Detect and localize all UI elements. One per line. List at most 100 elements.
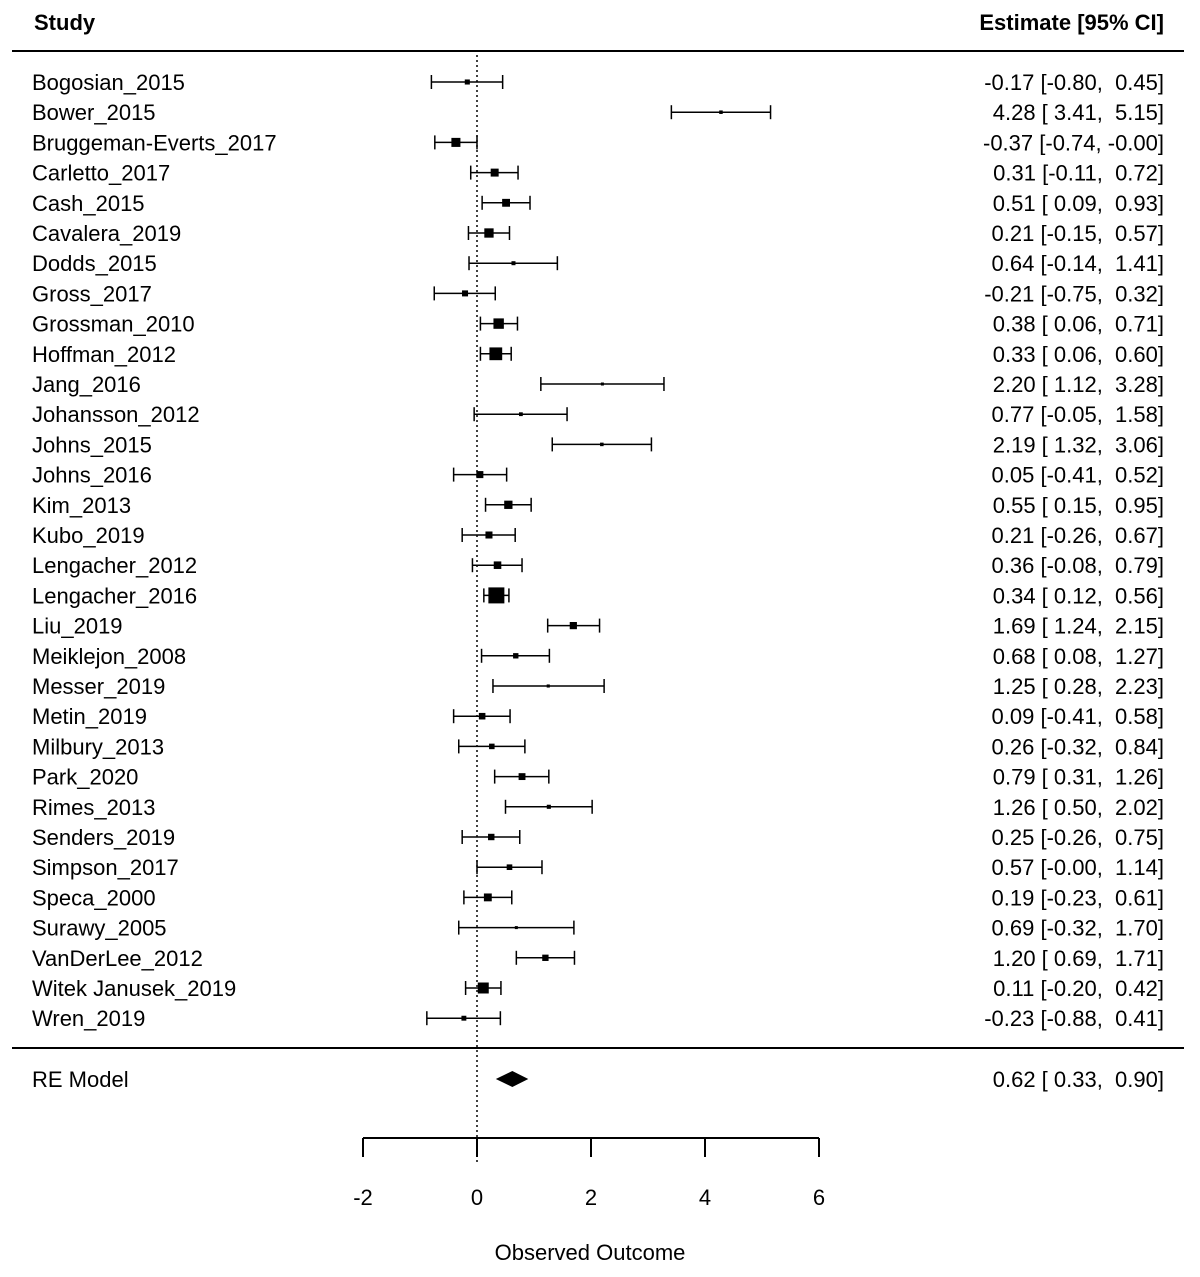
estimate-text: 1.69 [ 1.24, 2.15] xyxy=(993,614,1164,639)
estimate-text: 0.64 [-0.14, 1.41] xyxy=(992,251,1164,276)
study-label: Bogosian_2015 xyxy=(32,70,185,95)
study-label: Messer_2019 xyxy=(32,674,165,699)
summary-diamond xyxy=(495,1071,529,1087)
point-estimate xyxy=(483,893,492,902)
study-label: Wren_2019 xyxy=(32,1006,145,1031)
study-label: Bruggeman-Everts_2017 xyxy=(32,130,277,155)
point-estimate xyxy=(546,804,551,809)
study-label: Johns_2016 xyxy=(32,463,152,488)
estimate-text: 0.68 [ 0.08, 1.27] xyxy=(993,644,1164,669)
estimate-text: 0.33 [ 0.06, 0.60] xyxy=(993,342,1164,367)
study-label: Liu_2019 xyxy=(32,614,123,639)
point-estimate xyxy=(502,198,510,207)
point-estimate xyxy=(464,79,470,85)
estimate-text: 2.20 [ 1.12, 3.28] xyxy=(993,372,1164,397)
point-estimate xyxy=(518,773,526,781)
study-label: Johns_2015 xyxy=(32,432,152,457)
point-estimate xyxy=(493,561,502,569)
x-tick-label: 0 xyxy=(471,1185,483,1210)
study-label: Witek Janusek_2019 xyxy=(32,976,236,1001)
summary-label: RE Model xyxy=(32,1067,129,1092)
x-axis-label: Observed Outcome xyxy=(495,1240,686,1265)
study-label: Lengacher_2012 xyxy=(32,553,197,578)
study-label: Jang_2016 xyxy=(32,372,141,397)
point-estimate xyxy=(488,833,495,841)
estimate-text: 0.77 [-0.05, 1.58] xyxy=(992,402,1164,427)
estimate-text: 1.26 [ 0.50, 2.02] xyxy=(993,795,1164,820)
point-estimate xyxy=(600,442,604,447)
point-estimate xyxy=(514,926,518,930)
estimate-text: 0.79 [ 0.31, 1.26] xyxy=(993,765,1164,790)
study-header: Study xyxy=(34,10,96,35)
study-label: Johansson_2012 xyxy=(32,402,200,427)
point-estimate xyxy=(600,382,604,386)
estimate-header: Estimate [95% CI] xyxy=(979,10,1164,35)
point-estimate xyxy=(513,653,519,659)
estimate-text: 0.19 [-0.23, 0.61] xyxy=(992,885,1164,910)
estimate-text: 4.28 [ 3.41, 5.15] xyxy=(993,100,1164,125)
point-estimate xyxy=(461,1015,467,1021)
estimate-text: 0.26 [-0.32, 0.84] xyxy=(992,734,1164,759)
study-label: Dodds_2015 xyxy=(32,251,157,276)
estimate-text: 0.31 [-0.11, 0.72] xyxy=(993,161,1164,186)
point-estimate xyxy=(569,622,577,630)
study-label: VanDerLee_2012 xyxy=(32,946,203,971)
point-estimate xyxy=(546,684,550,688)
point-estimate xyxy=(476,471,484,479)
estimate-text: 0.09 [-0.41, 0.58] xyxy=(992,704,1164,729)
estimate-text: -0.23 [-0.88, 0.41] xyxy=(984,1006,1164,1031)
x-tick-label: 6 xyxy=(813,1185,825,1210)
study-label: Hoffman_2012 xyxy=(32,342,176,367)
point-estimate xyxy=(462,290,469,297)
estimate-text: 0.36 [-0.08, 0.79] xyxy=(992,553,1164,578)
point-estimate xyxy=(451,137,461,147)
summary-estimate-text: 0.62 [ 0.33, 0.90] xyxy=(993,1067,1164,1092)
point-estimate xyxy=(518,412,523,417)
study-label: Cavalera_2019 xyxy=(32,221,181,246)
study-label: Cash_2015 xyxy=(32,191,145,216)
point-estimate xyxy=(485,531,493,539)
x-tick-label: 2 xyxy=(585,1185,597,1210)
estimate-text: 1.20 [ 0.69, 1.71] xyxy=(993,946,1164,971)
estimate-text: 0.55 [ 0.15, 0.95] xyxy=(993,493,1164,518)
point-estimate xyxy=(488,587,505,604)
estimate-text: 0.38 [ 0.06, 0.71] xyxy=(993,312,1164,337)
estimate-text: 0.05 [-0.41, 0.52] xyxy=(992,463,1164,488)
study-label: Park_2020 xyxy=(32,765,138,790)
estimate-text: -0.17 [-0.80, 0.45] xyxy=(984,70,1164,95)
estimate-text: 1.25 [ 0.28, 2.23] xyxy=(993,674,1164,699)
study-label: Metin_2019 xyxy=(32,704,147,729)
study-label: Kubo_2019 xyxy=(32,523,145,548)
estimate-text: 0.21 [-0.26, 0.67] xyxy=(992,523,1164,548)
point-estimate xyxy=(511,261,516,266)
point-estimate xyxy=(542,954,549,961)
estimate-text: -0.37 [-0.74, -0.00] xyxy=(983,130,1164,155)
x-tick-label: 4 xyxy=(699,1185,711,1210)
point-estimate xyxy=(493,318,504,329)
study-label: Simpson_2017 xyxy=(32,855,179,880)
point-estimate xyxy=(478,712,486,720)
point-estimate xyxy=(489,347,503,361)
estimate-text: 0.34 [ 0.12, 0.56] xyxy=(993,583,1164,608)
point-estimate xyxy=(506,864,513,871)
study-label: Meiklejon_2008 xyxy=(32,644,186,669)
estimate-text: 0.69 [-0.32, 1.70] xyxy=(992,916,1164,941)
study-label: Rimes_2013 xyxy=(32,795,156,820)
study-label: Grossman_2010 xyxy=(32,312,195,337)
estimate-text: -0.21 [-0.75, 0.32] xyxy=(984,281,1164,306)
estimate-text: 0.57 [-0.00, 1.14] xyxy=(992,855,1164,880)
estimate-text: 0.11 [-0.20, 0.42] xyxy=(993,976,1164,1001)
study-label: Gross_2017 xyxy=(32,281,152,306)
point-estimate xyxy=(484,228,494,238)
point-estimate xyxy=(719,110,723,114)
study-label: Senders_2019 xyxy=(32,825,175,850)
estimate-text: 0.25 [-0.26, 0.75] xyxy=(992,825,1164,850)
point-estimate xyxy=(504,500,513,509)
estimate-text: 2.19 [ 1.32, 3.06] xyxy=(993,432,1164,457)
x-tick-label: -2 xyxy=(353,1185,373,1210)
point-estimate xyxy=(490,168,499,177)
plot-area: Bogosian_2015 -0.17 [-0.80, 0.45] Bower_20… xyxy=(32,55,1164,1210)
study-label: Carletto_2017 xyxy=(32,161,170,186)
point-estimate xyxy=(489,743,495,750)
